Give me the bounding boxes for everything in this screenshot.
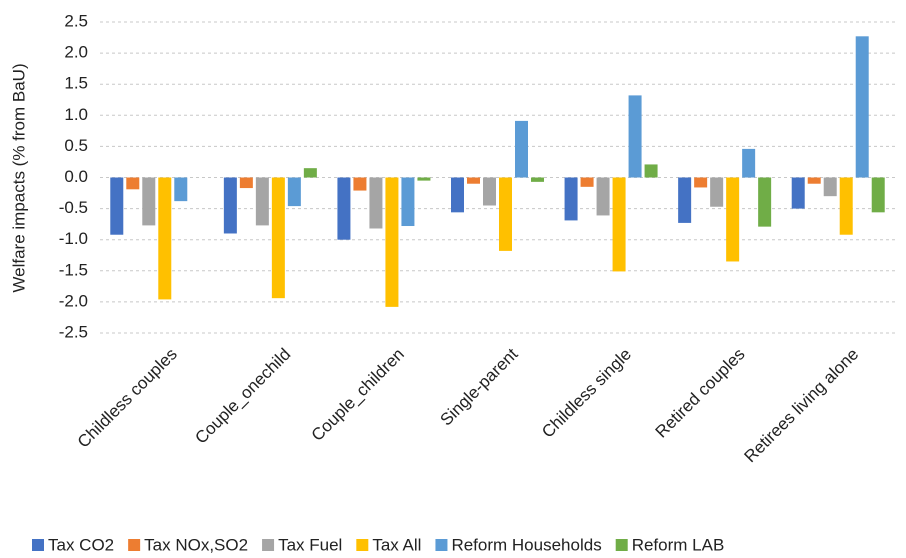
y-tick-label: -2.5 (59, 322, 88, 341)
bar (644, 164, 658, 178)
bar (839, 177, 853, 235)
bar (726, 177, 740, 262)
bar (855, 36, 869, 178)
bar (223, 177, 237, 234)
legend-swatch (615, 539, 628, 551)
legend-label: Tax NOx,SO2 (144, 535, 248, 554)
x-tick-label: Single-parent (437, 344, 522, 429)
bar (337, 177, 351, 240)
bar (791, 177, 805, 209)
legend-swatch (356, 539, 369, 551)
x-tick-label: Couple_onechild (191, 345, 294, 448)
x-tick-label: Childless couples (74, 345, 181, 452)
y-tick-label: 1.5 (64, 74, 88, 93)
bar (303, 168, 317, 178)
bar (287, 177, 301, 207)
bar (742, 148, 756, 178)
bar (255, 177, 269, 226)
x-tick-label: Childless single (538, 345, 635, 442)
bar (126, 177, 140, 190)
y-tick-label: -2.0 (59, 291, 88, 310)
bar (158, 177, 172, 300)
bar (628, 95, 642, 178)
bar (369, 177, 383, 229)
y-tick-label: -1.0 (59, 229, 88, 248)
bar (515, 120, 528, 178)
y-tick-label: 0.0 (64, 167, 88, 186)
bar (612, 177, 626, 272)
y-tick-label: -1.5 (59, 260, 88, 279)
bar (401, 177, 415, 227)
bar (417, 177, 431, 181)
bar (385, 177, 399, 307)
legend-label: Tax All (372, 535, 421, 554)
y-tick-label: 2.0 (64, 43, 88, 62)
legend-swatch (32, 539, 44, 551)
bar (467, 177, 480, 184)
y-tick-label: 1.0 (64, 105, 88, 124)
y-tick-label: -0.5 (59, 198, 88, 217)
x-tick-label: Retirees living alone (741, 345, 863, 467)
bar (871, 177, 885, 213)
bar (710, 177, 724, 207)
bar (694, 177, 708, 188)
legend-label: Tax Fuel (278, 535, 342, 554)
legend-label: Tax CO2 (48, 535, 114, 554)
bar (239, 177, 253, 189)
bar (142, 177, 156, 226)
bar (174, 177, 188, 202)
bar (758, 177, 772, 227)
bar (271, 177, 285, 299)
y-axis-title: Welfare impacts (% from BaU) (9, 63, 28, 292)
bar (110, 177, 124, 235)
bar (483, 177, 496, 206)
legend-swatch (262, 539, 275, 551)
legend-swatch (128, 539, 141, 551)
x-tick-label: Couple_children (308, 345, 408, 445)
y-tick-label: 0.5 (64, 136, 88, 155)
legend-label: Reform Households (451, 535, 601, 554)
bar (353, 177, 367, 191)
bar (451, 177, 464, 213)
x-tick-label: Retired couples (652, 345, 749, 442)
bar (580, 177, 594, 187)
bar (531, 177, 544, 182)
bar (823, 177, 837, 197)
bar (678, 177, 692, 223)
bar (596, 177, 610, 216)
legend-label: Reform LAB (632, 535, 725, 554)
legend-swatch (435, 539, 448, 551)
bar (807, 177, 821, 184)
y-tick-label: 2.5 (64, 11, 88, 30)
bar (499, 177, 512, 251)
bar (564, 177, 578, 221)
